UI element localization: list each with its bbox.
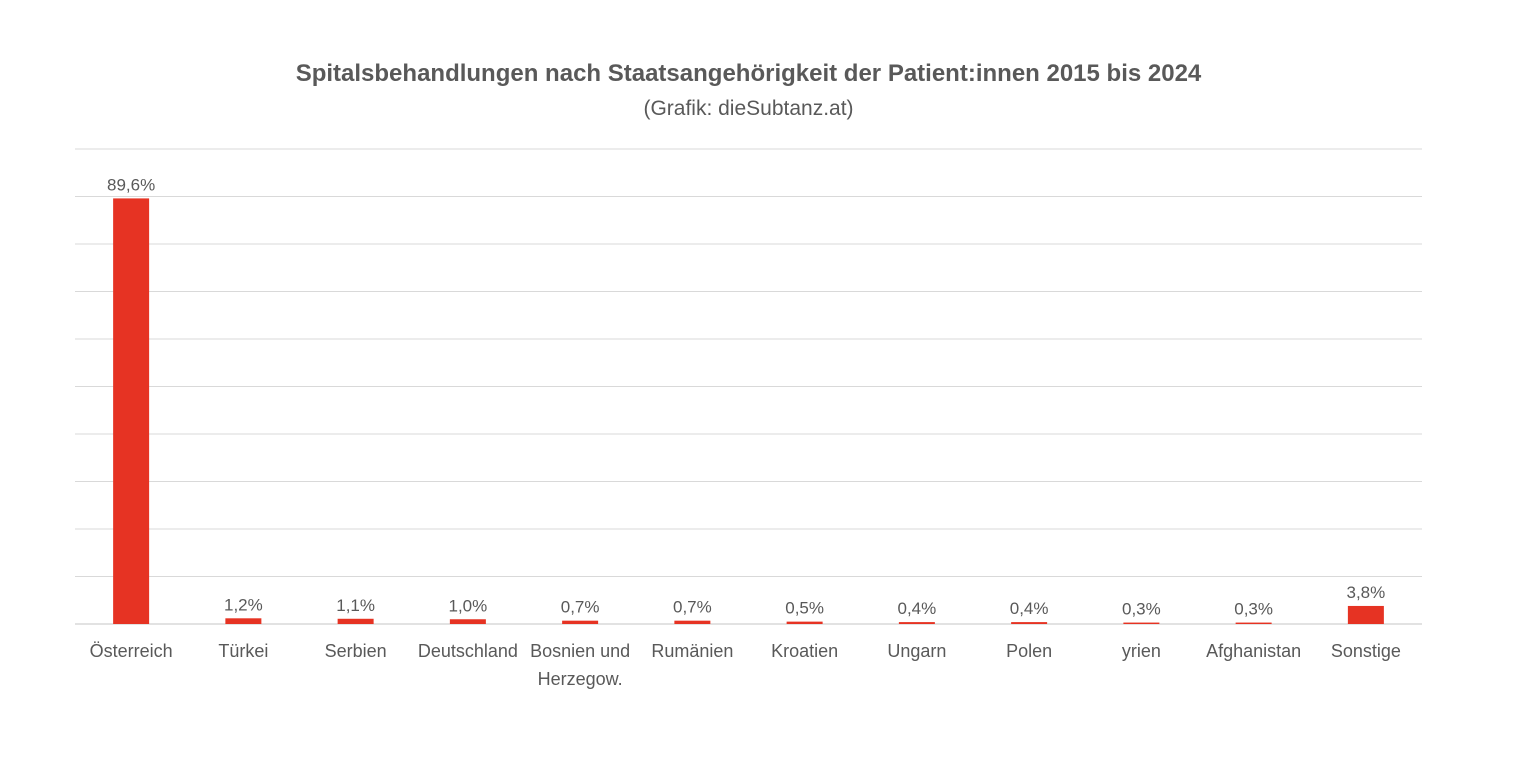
x-tick-label: Bosnien und Herzegow. bbox=[530, 641, 630, 689]
data-label: 0,5% bbox=[785, 599, 824, 618]
bar bbox=[1123, 622, 1160, 624]
data-label: 1,2% bbox=[224, 595, 263, 614]
bar bbox=[449, 619, 486, 624]
chart-title: Spitalsbehandlungen nach Staatsangehörig… bbox=[295, 60, 1202, 87]
bar bbox=[786, 621, 823, 624]
x-tick-label: Polen bbox=[1006, 641, 1052, 661]
x-tick-label: Serbien bbox=[325, 641, 387, 661]
data-label: 1,0% bbox=[449, 596, 488, 615]
bar bbox=[1347, 605, 1384, 624]
x-tick-label: yrien bbox=[1122, 641, 1161, 661]
bar bbox=[898, 622, 935, 624]
x-tick-label: Rumänien bbox=[651, 641, 733, 661]
bar bbox=[674, 620, 711, 624]
x-tick-label: Deutschland bbox=[418, 641, 518, 661]
x-tick-label: Kroatien bbox=[771, 641, 838, 661]
x-tick-label: Afghanistan bbox=[1206, 641, 1301, 661]
data-label: 0,7% bbox=[561, 598, 600, 617]
data-label: 0,3% bbox=[1122, 600, 1161, 619]
x-tick-label: Sonstige bbox=[1331, 641, 1401, 661]
chart-subtitle: (Grafik: dieSubtanz.at) bbox=[643, 97, 854, 120]
data-label: 0,3% bbox=[1234, 600, 1273, 619]
x-tick-label: Ungarn bbox=[887, 641, 946, 661]
bar bbox=[337, 618, 374, 624]
data-label: 0,4% bbox=[898, 599, 937, 618]
x-tick-label: Österreich bbox=[90, 641, 173, 661]
bar bbox=[113, 198, 150, 624]
data-label: 3,8% bbox=[1347, 583, 1386, 602]
data-label: 0,4% bbox=[1010, 599, 1049, 618]
data-label: 0,7% bbox=[673, 598, 712, 617]
bar bbox=[1235, 622, 1272, 624]
bar bbox=[225, 618, 262, 624]
bar bbox=[1011, 622, 1048, 624]
data-label: 89,6% bbox=[107, 175, 155, 194]
bar bbox=[562, 620, 599, 624]
data-label: 1,1% bbox=[336, 596, 375, 615]
x-tick-label: Türkei bbox=[218, 641, 268, 661]
